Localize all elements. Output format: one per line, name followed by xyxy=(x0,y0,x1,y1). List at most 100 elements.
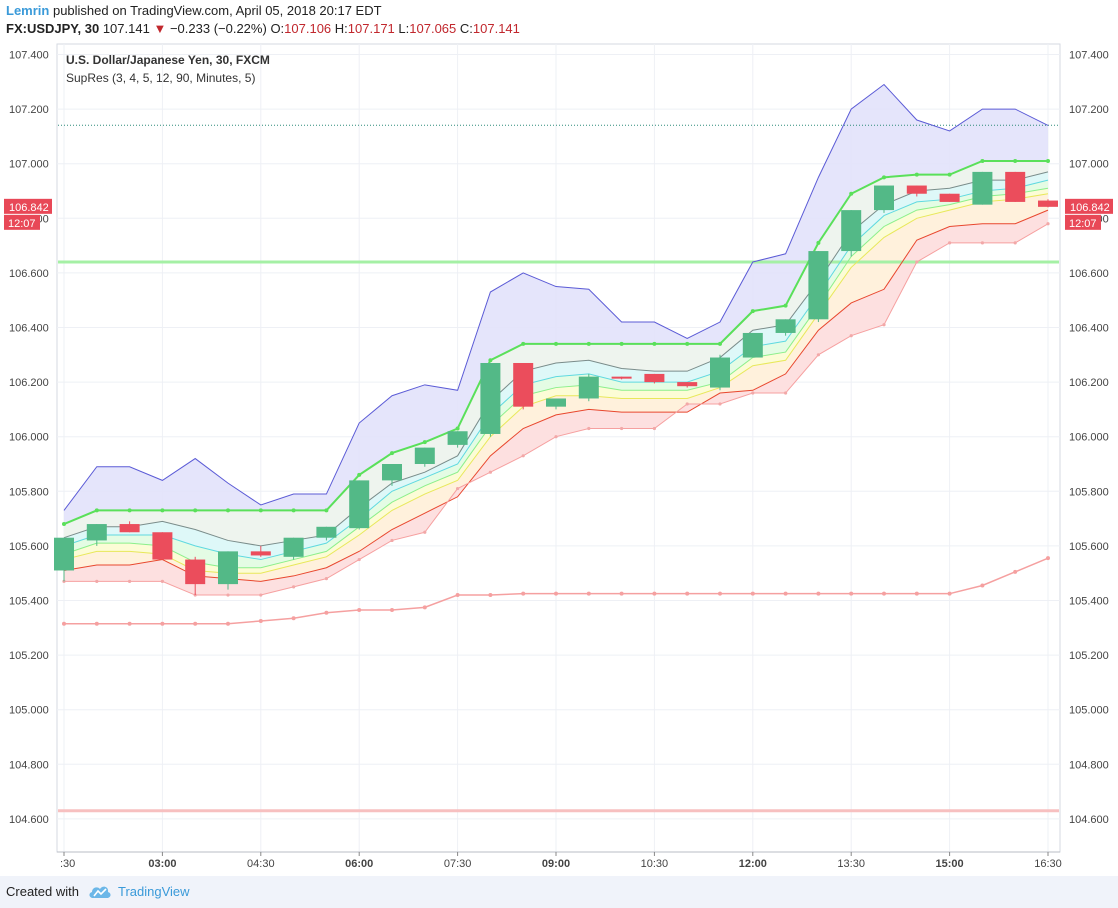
y-tick-right: 106.200 xyxy=(1069,377,1109,389)
footer: Created with TradingView xyxy=(0,876,1118,908)
upper-band-fill xyxy=(64,84,1048,525)
price-chart[interactable]: 107.400 107.400 107.200 107.200 107.000 107.0… xyxy=(0,40,1118,876)
lower-band-dot xyxy=(95,579,99,583)
candle xyxy=(480,362,501,437)
lower-dot xyxy=(226,621,230,626)
lower-band-dot xyxy=(784,391,788,395)
down-arrow-icon: ▼ xyxy=(153,21,167,36)
candle xyxy=(152,532,173,560)
lower-band-dot xyxy=(948,241,952,245)
candle-body-up xyxy=(349,480,370,529)
green-dot xyxy=(586,341,591,346)
candle-body-up xyxy=(316,526,337,538)
green-dot xyxy=(816,240,821,245)
y-tick-left: 104.800 xyxy=(9,759,49,771)
lower-dot xyxy=(94,621,99,626)
green-dot xyxy=(62,522,66,527)
y-tick-right: 104.600 xyxy=(1069,814,1109,826)
green-dot xyxy=(1046,158,1050,163)
lower-dot xyxy=(1046,556,1050,561)
countdown-text-right: 12:07 xyxy=(1069,218,1097,230)
green-dot xyxy=(127,508,132,513)
high-label: H: xyxy=(334,21,348,36)
countdown-text-left: 12:07 xyxy=(8,218,36,230)
indicator-label[interactable]: SupRes (3, 4, 5, 12, 90, Minutes, 5) xyxy=(66,71,256,85)
candle xyxy=(513,362,534,410)
x-tick-label: 09:00 xyxy=(542,858,570,870)
candle-body-down xyxy=(185,559,206,585)
y-tick-right: 106.000 xyxy=(1069,432,1109,444)
lower-dot xyxy=(816,591,821,596)
candle xyxy=(644,373,665,384)
candle xyxy=(382,464,402,486)
lower-dot xyxy=(619,591,624,596)
close-value: 107.141 xyxy=(472,21,520,36)
x-tick-label: 15:00 xyxy=(936,858,964,870)
lower-dot xyxy=(521,591,526,596)
chart-area[interactable]: 107.400 107.400 107.200 107.200 107.000 107.0… xyxy=(0,40,1118,876)
lower-band-dot xyxy=(259,593,263,597)
green-dot xyxy=(488,358,493,363)
lower-dot xyxy=(291,616,296,621)
candle-body-up xyxy=(775,319,796,333)
y-tick-left: 105.200 xyxy=(9,650,49,662)
y-tick-left: 106.000 xyxy=(9,432,49,444)
lower-dot xyxy=(127,621,132,626)
y-tick-left: 106.400 xyxy=(9,323,49,335)
lower-band-dot xyxy=(882,323,886,327)
y-tick-right: 105.200 xyxy=(1069,650,1109,662)
candle-body-up xyxy=(218,551,238,585)
candle xyxy=(710,354,730,391)
green-dot xyxy=(980,158,985,163)
candle-body-down xyxy=(906,185,927,194)
lower-band-dot xyxy=(357,557,361,562)
price-badge-right xyxy=(1065,198,1113,214)
lower-dot xyxy=(718,591,722,596)
cyan-band-fill xyxy=(64,171,1048,560)
lower-dot xyxy=(685,591,690,596)
lower-band-dot xyxy=(849,334,853,338)
x-tick-label: 07:30 xyxy=(444,858,472,870)
lower-band-dot xyxy=(620,426,624,431)
lower-band-dot xyxy=(587,426,591,431)
candle-body-down xyxy=(250,551,271,556)
y-tick-left: 104.600 xyxy=(9,814,49,826)
candle xyxy=(939,193,960,202)
y-tick-left: 106.200 xyxy=(9,377,49,389)
x-tick-label: 06:00 xyxy=(345,858,373,870)
green-dot xyxy=(849,191,854,196)
candle xyxy=(1038,199,1058,208)
candle xyxy=(1005,171,1026,202)
x-tick-label: 03:00 xyxy=(148,858,176,870)
lower-dot xyxy=(947,591,952,596)
y-tick-left: 105.000 xyxy=(9,705,49,717)
candle xyxy=(316,526,337,541)
lower-band-dot xyxy=(193,593,197,597)
candle xyxy=(283,537,304,560)
candle xyxy=(874,185,894,213)
candle xyxy=(972,171,993,205)
green-dot xyxy=(390,451,394,456)
tradingview-brand[interactable]: TradingView xyxy=(118,884,190,899)
candle-body-up xyxy=(480,362,501,434)
y-tick-left: 105.600 xyxy=(9,541,49,553)
candle-body-down xyxy=(513,362,534,407)
candle xyxy=(218,551,238,590)
lower-band-dot xyxy=(685,402,689,406)
lower-dot xyxy=(422,605,427,610)
green-dot xyxy=(357,472,362,477)
candle xyxy=(546,398,566,410)
green-dot xyxy=(914,172,919,177)
y-tick-left: 107.200 xyxy=(9,104,49,116)
green-dot xyxy=(718,341,722,346)
lower-band-dot xyxy=(160,579,164,583)
green-dot xyxy=(258,508,263,513)
lower-band-dot xyxy=(226,593,230,597)
lower-band-dot xyxy=(1046,222,1050,226)
author-link[interactable]: Lemrin xyxy=(6,3,50,18)
y-tick-left: 105.400 xyxy=(9,596,49,608)
close-label: C: xyxy=(459,21,473,36)
green-dot xyxy=(685,341,690,346)
green-dot xyxy=(750,309,755,314)
green-dot xyxy=(455,426,460,431)
